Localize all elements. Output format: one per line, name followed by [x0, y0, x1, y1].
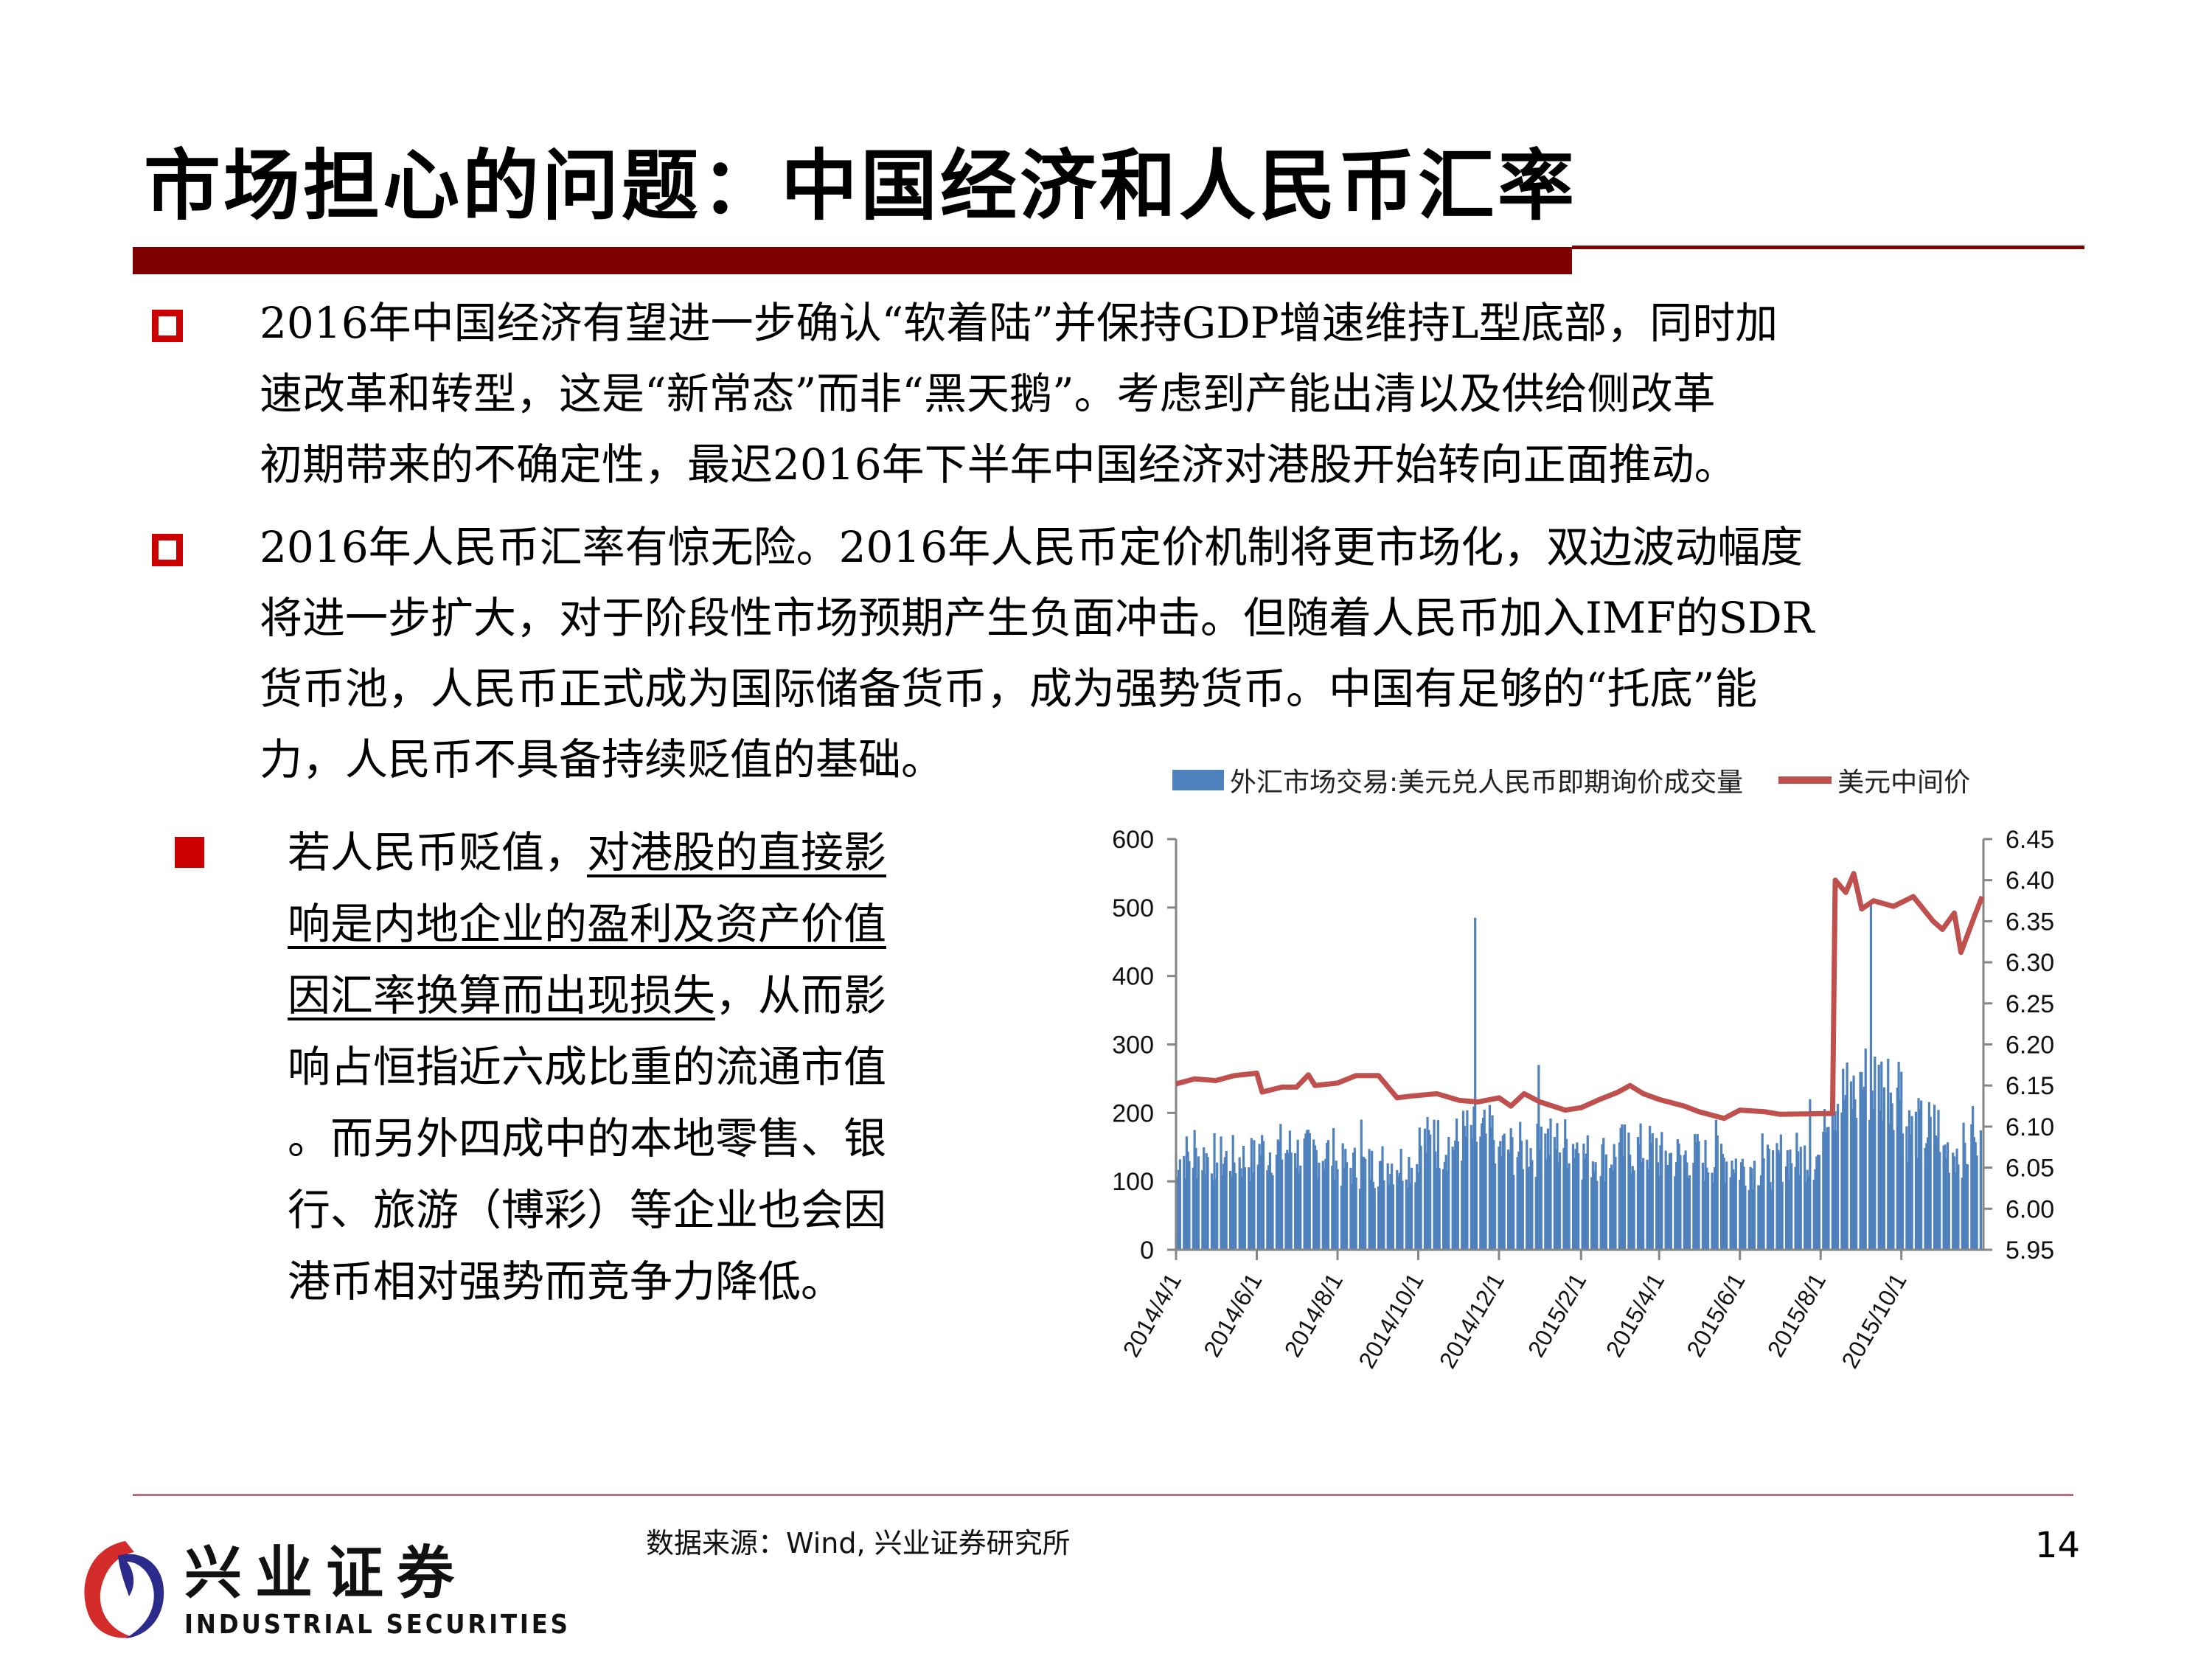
- svg-text:6.25: 6.25: [2006, 990, 2054, 1018]
- bar-series-swatch-icon: [1172, 770, 1224, 790]
- text-line: 初期带来的不确定性，最迟2016年下半年中国经济对港股开始转向正面推动。: [260, 439, 1737, 490]
- page-title: 市场担心的问题：中国经济和人民币汇率: [144, 140, 1578, 231]
- chart-axes: [1167, 838, 1992, 1260]
- hollow-square-bullet-icon: [152, 310, 183, 342]
- chart-legend: 外汇市场交易:美元兑人民币即期询价成交量 美元中间价: [1172, 761, 1970, 799]
- data-source-note: 数据来源：Wind, 兴业证券研究所: [646, 1527, 1071, 1559]
- company-logo: 兴业证券 INDUSTRIAL SECURITIES: [84, 1540, 568, 1640]
- svg-text:100: 100: [1112, 1168, 1154, 1196]
- svg-text:600: 600: [1112, 826, 1154, 854]
- text-line: 力，人民币不具备持续贬值的基础。: [260, 734, 945, 785]
- svg-text:200: 200: [1112, 1099, 1154, 1127]
- svg-text:6.35: 6.35: [2006, 908, 2054, 936]
- underlined-text: 因汇率换算而出现损失: [288, 970, 716, 1020]
- hollow-square-bullet-icon: [152, 534, 183, 566]
- svg-text:2014/4/1: 2014/4/1: [1118, 1269, 1186, 1362]
- logo-swirl-icon: [84, 1541, 164, 1638]
- text-line: 速改革和转型，这是“新常态”而非“黑天鹅”。考虑到产能出清以及供给侧改革: [260, 369, 1716, 419]
- logo-en-text: INDUSTRIAL SECURITIES: [184, 1610, 568, 1640]
- text-line: 将进一步扩大，对于阶段性市场预期产生负面冲击。但随着人民币加入IMF的SDR: [260, 593, 1815, 643]
- underlined-text: 响是内地企业的盈利及资产价值: [288, 899, 887, 949]
- text-line: 港币相对强势而竞争力降低。: [288, 1256, 844, 1307]
- text-line: 货币池，人民币正式成为国际储备货币，成为强势货币。中国有足够的“托底”能: [260, 664, 1758, 714]
- text-segment: 若人民币贬值，: [288, 827, 588, 877]
- title-accent-line: [1572, 246, 2084, 249]
- svg-text:2014/12/1: 2014/12/1: [1434, 1269, 1509, 1373]
- svg-text:6.40: 6.40: [2006, 867, 2054, 895]
- svg-text:6.45: 6.45: [2006, 826, 2054, 854]
- text-line: 。而另外四成中的本地零售、银: [288, 1113, 887, 1164]
- logo-cn-text: 兴业证券: [184, 1540, 467, 1607]
- midprice-line: [1175, 871, 1985, 1121]
- text-line: 2016年中国经济有望进一步确认“软着陆”并保持GDP增速维持L型底部，同时加: [260, 298, 1778, 348]
- solid-square-bullet-icon: [175, 837, 204, 868]
- svg-text:0: 0: [1140, 1237, 1154, 1265]
- svg-text:6.00: 6.00: [2006, 1195, 2054, 1223]
- line-series-swatch-icon: [1778, 776, 1832, 784]
- footer-divider: [133, 1494, 2073, 1496]
- svg-text:300: 300: [1112, 1032, 1154, 1060]
- svg-text:2015/4/1: 2015/4/1: [1601, 1269, 1669, 1362]
- svg-text:6.20: 6.20: [2006, 1032, 2054, 1060]
- svg-text:2014/6/1: 2014/6/1: [1198, 1269, 1267, 1362]
- svg-text:6.05: 6.05: [2006, 1155, 2054, 1183]
- svg-text:500: 500: [1112, 894, 1154, 922]
- svg-text:6.15: 6.15: [2006, 1072, 2054, 1100]
- bullet-paragraph-economy: 2016年中国经济有望进一步确认“软着陆”并保持GDP增速维持L型底部，同时加 …: [260, 288, 1778, 500]
- svg-text:2015/2/1: 2015/2/1: [1523, 1269, 1591, 1362]
- svg-text:400: 400: [1112, 963, 1154, 991]
- text-line: 响占恒指近六成比重的流通市值: [288, 1042, 887, 1092]
- svg-text:6.10: 6.10: [2006, 1113, 2054, 1141]
- volume-bars: [1175, 900, 1983, 1250]
- sub-bullet-paragraph: 若人民币贬值，对港股的直接影 响是内地企业的盈利及资产价值 因汇率换算而出现损失…: [288, 817, 886, 1318]
- text-segment: ，从而影: [715, 970, 887, 1020]
- bullet-paragraph-rmb: 2016年人民币汇率有惊无险。2016年人民币定价机制将更市场化，双边波动幅度 …: [260, 512, 1814, 795]
- svg-text:2015/10/1: 2015/10/1: [1836, 1269, 1911, 1373]
- page-number: 14: [2035, 1525, 2081, 1566]
- svg-text:2014/8/1: 2014/8/1: [1279, 1269, 1348, 1362]
- text-line: 2016年人民币汇率有惊无险。2016年人民币定价机制将更市场化，双边波动幅度: [260, 522, 1804, 572]
- underlined-text: 对港股的直接影: [587, 827, 887, 877]
- dual-axis-chart: 0 100 200 300 400 500 600 5.95 6.00 6.05 6.10 6.15 6…: [1112, 826, 2054, 1373]
- svg-text:2015/8/1: 2015/8/1: [1762, 1269, 1831, 1362]
- title-accent-bar: [133, 247, 1572, 274]
- legend-label-volume: 外汇市场交易:美元兑人民币即期询价成交量: [1230, 768, 1744, 798]
- svg-text:6.30: 6.30: [2006, 949, 2054, 977]
- svg-text:2015/6/1: 2015/6/1: [1681, 1269, 1750, 1362]
- svg-text:2014/10/1: 2014/10/1: [1353, 1269, 1428, 1373]
- svg-text:5.95: 5.95: [2006, 1237, 2054, 1265]
- text-line: 行、旅游（博彩）等企业也会因: [288, 1185, 887, 1235]
- legend-label-midprice: 美元中间价: [1837, 768, 1971, 798]
- axis-labels: 0 100 200 300 400 500 600 5.95 6.00 6.05 6.10 6.15 6…: [1112, 826, 2054, 1373]
